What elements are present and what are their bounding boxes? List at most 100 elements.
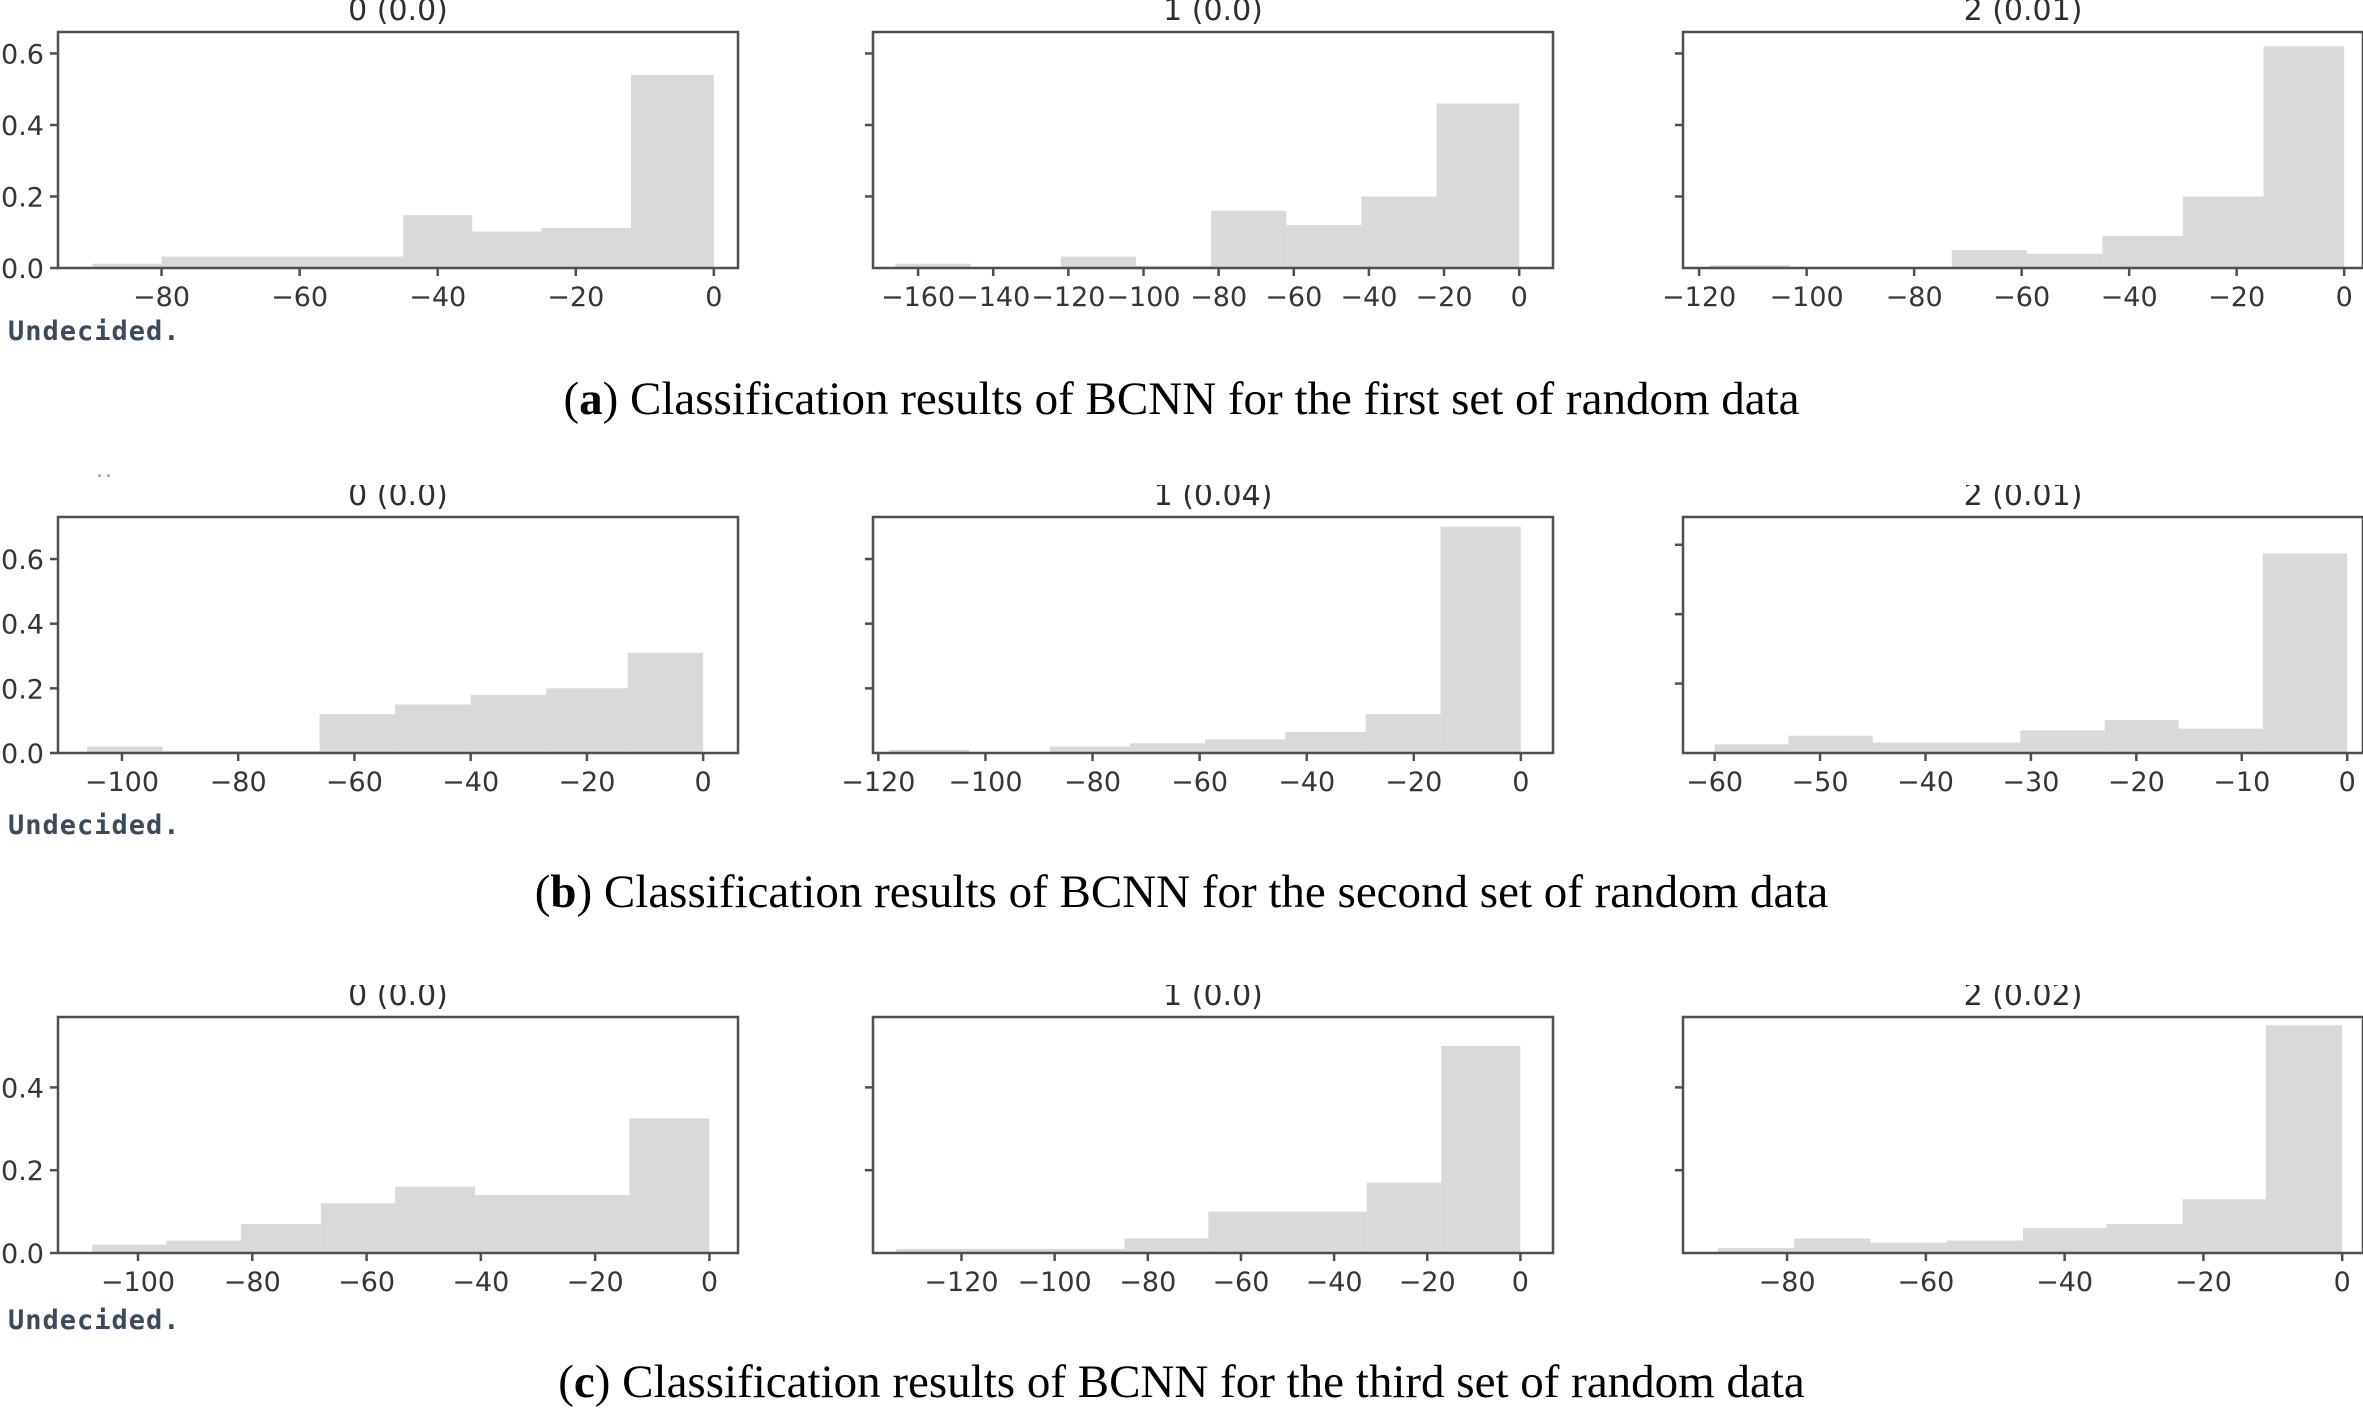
histogram-third-set-class-1: −120 −100 −80 −60 −40 −20 0 1 (0.0)	[815, 978, 1559, 1301]
histogram-bar	[1709, 265, 1791, 268]
caption-open-paren: (	[563, 373, 580, 425]
histogram-bar	[1365, 714, 1441, 753]
histogram-bar	[1361, 196, 1437, 268]
histogram-svg: −160 −140 −120 −100 −80 −60 −40 −20 0 1 (0.0)	[865, 0, 1555, 313]
x-tick-label: −120	[1031, 282, 1105, 312]
y-tick-label: 0.6	[1, 545, 44, 576]
x-tick-label: −60	[1993, 282, 2050, 312]
x-tick-label: −20	[2208, 282, 2265, 312]
histogram-svg: −60 −50 −40 −30 −20 −10 0 2 (0.01)	[1675, 478, 2363, 798]
histogram-bar	[1441, 1045, 1521, 1253]
x-tick-label: −60	[1212, 1267, 1269, 1297]
histogram-svg: −120 −100 −80 −60 −40 −20 0 2 (0.01)	[1662, 0, 2363, 313]
scan-artifact-dots: ..	[96, 458, 114, 483]
histogram-bar	[2027, 253, 2103, 268]
undecided-label-first-set: Undecided.	[8, 316, 181, 347]
x-tick-label: −60	[1897, 1267, 1954, 1297]
plot-title: 0 (0.0)	[348, 485, 448, 513]
y-tick-label: 0.4	[1, 1073, 44, 1104]
y-tick-label: 0.0	[1, 254, 44, 285]
histogram-bar	[319, 714, 396, 753]
histogram-svg: −100 −80 −60 −40 −20 0 0.0 0.2 0.4 0 (0.0)	[1, 978, 740, 1298]
histogram-bar	[240, 1224, 321, 1253]
x-tick-label: −40	[1306, 1267, 1363, 1297]
x-tick-label: 0	[1512, 767, 1529, 797]
y-tick-label: 0.2	[1, 182, 44, 213]
histogram-bar	[541, 227, 631, 268]
x-tick-label: −100	[948, 767, 1022, 797]
x-tick-label: −60	[326, 767, 383, 797]
histogram-bar	[1717, 1248, 1795, 1253]
x-tick-label: −40	[2101, 282, 2158, 312]
x-tick-label: −10	[2213, 767, 2270, 797]
histogram-bar	[395, 704, 471, 753]
x-tick-label: −160	[881, 282, 955, 312]
plot-frame	[871, 515, 1555, 755]
caption-letter: b	[550, 866, 577, 918]
y-tick-label: 0.0	[1, 1239, 44, 1270]
histogram-bar	[475, 1195, 630, 1253]
histogram-bar	[470, 694, 547, 753]
histogram-bar	[92, 263, 162, 268]
histogram-bar	[2178, 728, 2263, 753]
histogram-bar	[1946, 1240, 2023, 1253]
histogram-bar	[1794, 1238, 1871, 1253]
x-tick-label: −60	[1171, 767, 1228, 797]
x-tick-label: 0	[2334, 1267, 2351, 1297]
histogram-second-set-class-0: −100 −80 −60 −40 −20 0 0.0 0.2 0.4 0.6 0 (0.0)	[0, 478, 744, 801]
histogram-bar	[630, 74, 714, 268]
x-tick-label: −100	[1106, 282, 1180, 312]
histogram-bar	[2263, 46, 2345, 268]
plot-title: 1 (0.0)	[1163, 0, 1263, 28]
x-tick-label: −60	[1686, 767, 1743, 797]
histogram-bar	[1060, 256, 1136, 268]
histogram-bar	[92, 1244, 167, 1253]
histogram-bar	[1124, 1238, 1209, 1253]
y-tick-label: 0.2	[1, 674, 44, 705]
caption-letter: a	[579, 373, 603, 425]
histogram-bar	[896, 1248, 1125, 1253]
histogram-bar	[2182, 1199, 2266, 1253]
x-tick-label: −80	[1064, 767, 1121, 797]
x-tick-label: −40	[1340, 282, 1397, 312]
histogram-bar	[1440, 526, 1521, 753]
x-tick-label: −20	[2108, 767, 2165, 797]
histogram-bar	[1204, 739, 1286, 753]
x-tick-label: 0	[2336, 282, 2353, 312]
caption-first-set: (a) Classification results of BCNN for t…	[0, 372, 2363, 426]
undecided-label-second-set: Undecided.	[8, 810, 181, 841]
histogram-bar	[2182, 196, 2264, 268]
histogram-bar	[1788, 735, 1873, 753]
x-tick-label: −40	[452, 1267, 509, 1297]
histogram-bar	[395, 1186, 476, 1253]
histogram-bar	[889, 749, 970, 753]
x-tick-label: −60	[1265, 282, 1322, 312]
plot-title: 2 (0.01)	[1964, 0, 2083, 28]
caption-text: ) Classification results of BCNN for the…	[576, 866, 1829, 918]
histogram-bar	[1870, 1242, 1947, 1253]
plot-title: 2 (0.02)	[1964, 985, 2083, 1013]
caption-letter: c	[573, 1356, 595, 1408]
histogram-svg: −100 −80 −60 −40 −20 0 0.0 0.2 0.4 0.6 0 (0.0)	[1, 478, 740, 798]
histogram-bar	[472, 231, 542, 268]
x-tick-label: 0	[1512, 1267, 1529, 1297]
x-tick-label: −100	[85, 767, 159, 797]
histogram-third-set-class-0: −100 −80 −60 −40 −20 0 0.0 0.2 0.4 0 (0.0)	[0, 978, 744, 1301]
plot-frame	[871, 30, 1555, 270]
histogram-bar	[1211, 210, 1287, 268]
histogram-first-set-class-2: −120 −100 −80 −60 −40 −20 0 2 (0.01)	[1625, 0, 2363, 316]
x-tick-label: −50	[1792, 767, 1849, 797]
caption-second-set: (b) Classification results of BCNN for t…	[0, 865, 2363, 919]
plot-frame	[1681, 1015, 2363, 1255]
histogram-bar	[1049, 746, 1131, 753]
x-tick-label: −80	[210, 767, 267, 797]
x-tick-label: 0	[701, 1267, 718, 1297]
caption-third-set: (c) Classification results of BCNN for t…	[0, 1355, 2363, 1409]
plot-frame	[1681, 515, 2363, 755]
y-tick-label: 0.4	[1, 610, 44, 641]
plot-title: 0 (0.0)	[348, 0, 448, 28]
histogram-bar	[1285, 731, 1366, 753]
histogram-bar	[895, 263, 971, 268]
x-tick-label: 0	[705, 282, 722, 312]
x-tick-label: −60	[338, 1267, 395, 1297]
